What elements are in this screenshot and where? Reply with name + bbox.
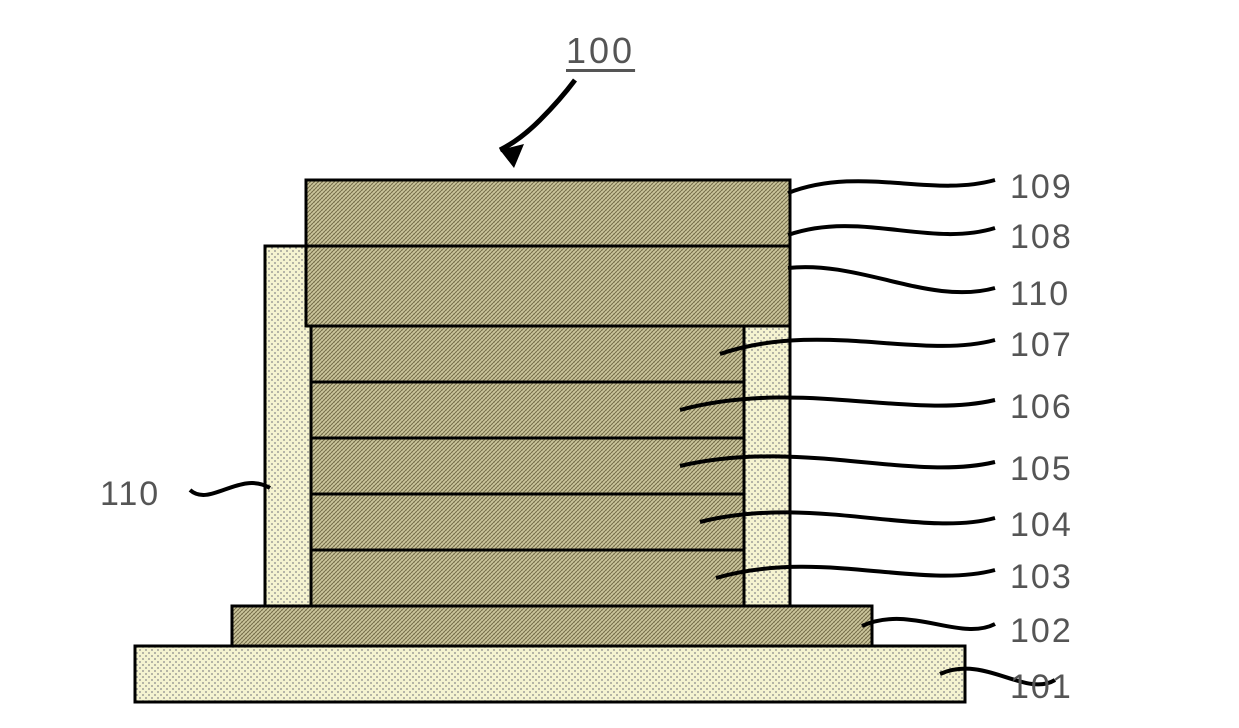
layer-105 xyxy=(311,438,744,494)
callout-line xyxy=(788,226,995,235)
ref-label-110-right: 110 xyxy=(1010,275,1070,314)
sidewall-110-left xyxy=(265,246,311,606)
ref-label-106-right: 106 xyxy=(1010,388,1073,427)
layer-101 xyxy=(135,646,965,702)
layer-102 xyxy=(232,606,872,646)
ref-label-107-right: 107 xyxy=(1010,326,1073,365)
ref-label-101-right: 101 xyxy=(1010,668,1073,707)
callout-line xyxy=(190,483,270,495)
ref-label-102-right: 102 xyxy=(1010,612,1073,651)
layer-108 xyxy=(306,246,790,326)
layer-103 xyxy=(311,550,744,606)
layer-106 xyxy=(311,382,744,438)
ref-label-104-right: 104 xyxy=(1010,506,1073,545)
title-arrow xyxy=(500,80,575,150)
callout-line xyxy=(862,619,995,629)
callout-line xyxy=(788,267,995,292)
layer-107 xyxy=(311,326,744,382)
layer-109 xyxy=(306,180,790,246)
ref-label-105-right: 105 xyxy=(1010,450,1073,489)
ref-label-109-right: 109 xyxy=(1010,168,1073,207)
ref-label-103-right: 103 xyxy=(1010,558,1073,597)
layer-104 xyxy=(311,494,744,550)
ref-label-108-right: 108 xyxy=(1010,218,1073,257)
callout-line xyxy=(788,180,995,193)
ref-label-110-left: 110 xyxy=(100,475,160,514)
diagram-title: 100 xyxy=(566,30,635,72)
